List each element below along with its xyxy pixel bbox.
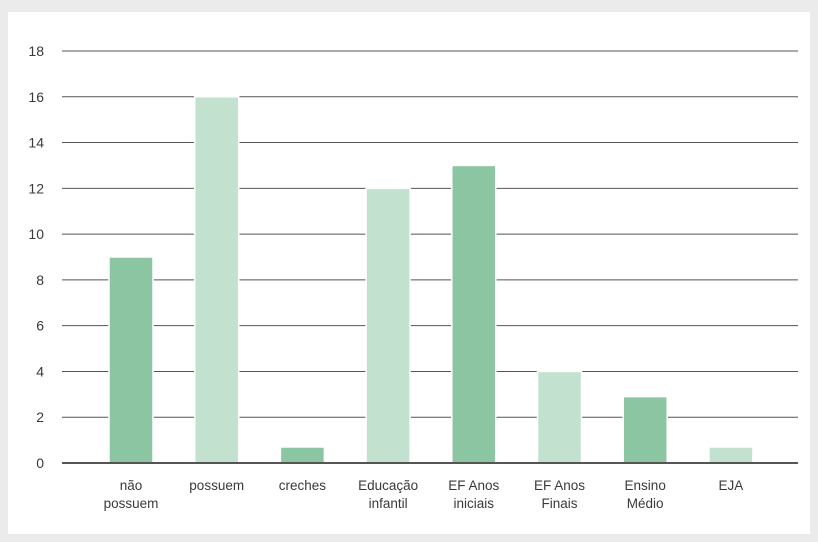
x-category-label: não — [120, 478, 143, 493]
x-category-label: Ensino — [625, 478, 666, 493]
x-category-label: iniciais — [454, 496, 495, 511]
bar-4 — [451, 164, 497, 464]
x-category-label: Educação — [358, 478, 418, 493]
x-category-label: EF Anos — [534, 478, 585, 493]
x-category-label: EF Anos — [448, 478, 499, 493]
x-category-label: EJA — [719, 478, 744, 493]
bar-6 — [622, 395, 668, 464]
x-category-label: possuem — [104, 496, 159, 511]
y-tick-label: 2 — [36, 409, 44, 425]
bar-0 — [108, 256, 154, 464]
bar-2 — [279, 446, 326, 464]
y-tick-label: 18 — [28, 43, 44, 59]
bar-1 — [193, 96, 240, 464]
x-category-label: possuem — [189, 478, 244, 493]
x-category-label: infantil — [369, 496, 408, 511]
y-tick-label: 0 — [36, 455, 44, 471]
y-tick-label: 10 — [28, 226, 44, 242]
y-tick-label: 14 — [28, 135, 44, 151]
bar-3 — [365, 187, 411, 464]
x-category-label: creches — [279, 478, 327, 493]
y-tick-label: 8 — [36, 272, 44, 288]
x-category-label: Finais — [541, 496, 577, 511]
y-tick-label: 6 — [36, 318, 44, 334]
bar-7 — [708, 446, 754, 464]
y-tick-label: 4 — [36, 363, 44, 379]
y-tick-label: 12 — [28, 180, 44, 196]
x-category-label: Médio — [627, 496, 664, 511]
bar-5 — [536, 370, 583, 464]
y-tick-label: 16 — [28, 89, 44, 105]
